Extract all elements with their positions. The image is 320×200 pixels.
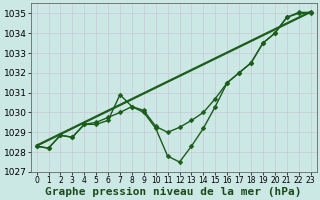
X-axis label: Graphe pression niveau de la mer (hPa): Graphe pression niveau de la mer (hPa)	[45, 186, 302, 197]
